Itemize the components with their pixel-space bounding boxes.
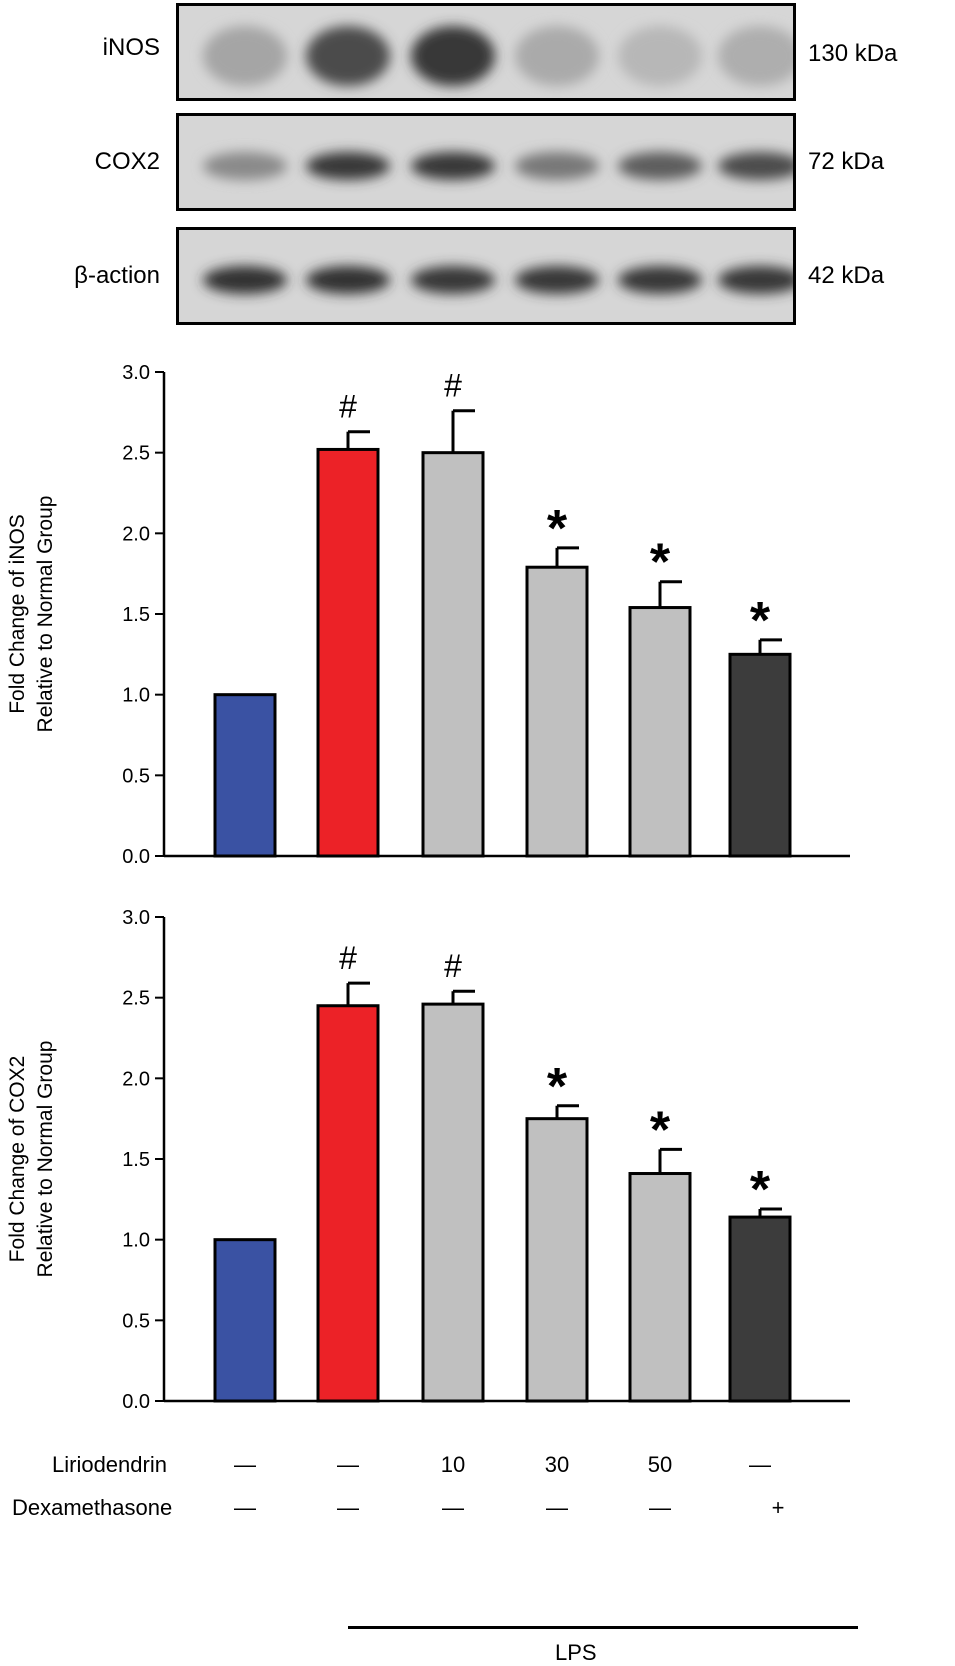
significance-marker: # (339, 940, 357, 976)
dexamethasone-value: — (546, 1495, 568, 1520)
blot-band (306, 266, 390, 294)
bar (213, 1238, 277, 1403)
blot-actin-label: β-action (74, 262, 160, 289)
blot-band (618, 26, 702, 86)
liriodendrin-value: 10 (440, 1452, 466, 1477)
y-tick-label: 0.0 (122, 846, 150, 868)
liriodendrin-value: — (337, 1452, 359, 1477)
blot-cox2-bands (179, 116, 793, 208)
y-tick-label: 1.0 (122, 1230, 150, 1252)
dexamethasone-value: — (337, 1495, 359, 1520)
y-tick-label: 0.0 (122, 1391, 150, 1413)
dexamethasone-value: — (442, 1495, 464, 1520)
blot-actin-image (176, 227, 796, 325)
blot-inos-bands (179, 6, 793, 98)
y-tick-label: 3.0 (122, 362, 150, 384)
y-tick-label: 3.0 (122, 907, 150, 929)
blot-inos-label: iNOS (102, 34, 160, 61)
significance-marker: * (547, 1058, 568, 1116)
blot-band (411, 266, 495, 294)
y-tick-label: 1.0 (122, 685, 150, 707)
y-axis-label-line1: Fold Change of iNOS (6, 514, 29, 714)
bar (421, 1002, 485, 1403)
blot-cox2-kda: 72 kDa (808, 148, 885, 175)
liriodendrin-value: 50 (647, 1452, 673, 1477)
dexamethasone-row-label: Dexamethasone (12, 1495, 173, 1520)
bar (316, 1004, 380, 1403)
y-tick-label: 0.5 (122, 765, 150, 787)
blot-inos-kda: 130 kDa (808, 40, 898, 67)
bar (525, 565, 589, 858)
liriodendrin-value: — (749, 1452, 771, 1477)
bar (421, 451, 485, 858)
blot-inos-image (176, 3, 796, 101)
blot-actin-bands (179, 230, 793, 322)
blot-band (411, 26, 495, 86)
blot-band (203, 152, 287, 180)
blot-band (203, 266, 287, 294)
blot-band (411, 152, 495, 180)
significance-marker: # (444, 948, 462, 984)
y-axis-label: Fold Change of COX2 Relative to Normal Gr… (6, 1041, 57, 1278)
y-axis-label-line1: Fold Change of COX2 (6, 1056, 29, 1263)
y-axis-label-line2: Relative to Normal Group (34, 1041, 57, 1278)
lps-label: LPS (555, 1640, 597, 1665)
blot-band (618, 152, 702, 180)
significance-marker: * (547, 500, 568, 558)
dexamethasone-value: — (649, 1495, 671, 1520)
liriodendrin-row-label: Liriodendrin (52, 1452, 167, 1477)
liriodendrin-value: — (234, 1452, 256, 1477)
bar (628, 606, 692, 858)
significance-marker: * (650, 1101, 671, 1159)
blot-band (515, 26, 599, 86)
bar (628, 1172, 692, 1403)
blot-band (203, 26, 287, 86)
y-axis-label-line2: Relative to Normal Group (34, 496, 57, 733)
y-axis-label: Fold Change of iNOS Relative to Normal Gr… (6, 496, 57, 733)
bar (316, 447, 380, 858)
blot-cox2-image (176, 113, 796, 211)
dexamethasone-value: + (771, 1495, 785, 1520)
bar (728, 652, 792, 858)
blot-band (306, 26, 390, 86)
dexamethasone-value: — (234, 1495, 256, 1520)
y-tick-label: 2.5 (122, 988, 150, 1010)
inos-bar-chart: 0.0 0.5 1.0 1.5 2.0 2.5 3.0 Fold Change of iNOS… (6, 362, 850, 868)
significance-marker: # (444, 368, 462, 404)
y-tick-label: 1.5 (122, 1149, 150, 1171)
bar (525, 1117, 589, 1403)
blot-band (515, 152, 599, 180)
blot-band (718, 152, 793, 180)
blot-band (306, 152, 390, 180)
significance-marker: # (339, 389, 357, 425)
y-tick-label: 2.0 (122, 1068, 150, 1090)
blot-band (718, 26, 793, 86)
blot-cox2-label: COX2 (94, 148, 160, 175)
significance-marker: * (750, 1161, 771, 1219)
lps-bracket-line (348, 1626, 858, 1629)
blot-band (718, 266, 793, 294)
blot-actin-kda: 42 kDa (808, 262, 885, 289)
y-tick-label: 2.5 (122, 443, 150, 465)
significance-marker: * (750, 592, 771, 650)
significance-marker: * (650, 534, 671, 592)
bar (213, 693, 277, 858)
cox2-bar-chart: 0.0 0.5 1.0 1.5 2.0 2.5 3.0 Fold Change of COX2… (6, 907, 850, 1413)
blot-band (515, 266, 599, 294)
y-tick-label: 0.5 (122, 1310, 150, 1332)
y-tick-label: 2.0 (122, 523, 150, 545)
y-tick-label: 1.5 (122, 604, 150, 626)
blot-band (618, 266, 702, 294)
liriodendrin-value: 30 (544, 1452, 570, 1477)
bar (728, 1215, 792, 1403)
